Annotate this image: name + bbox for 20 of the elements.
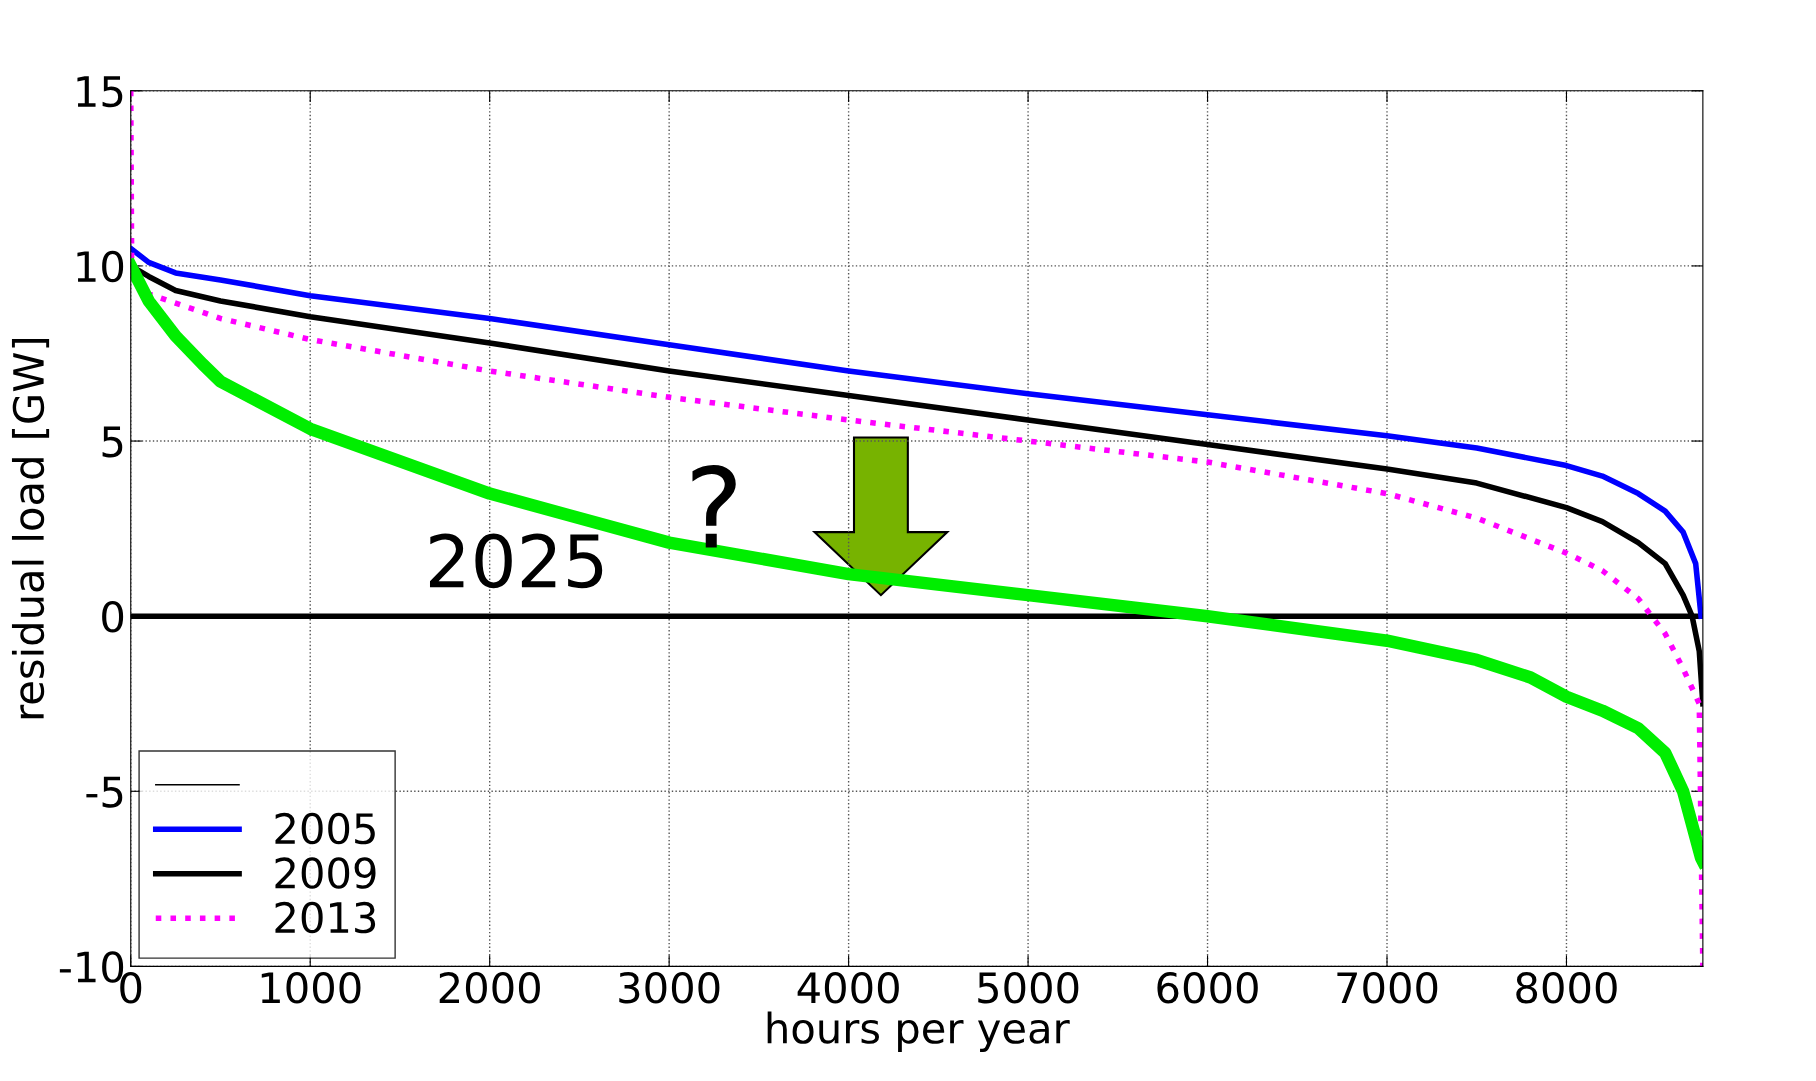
x-tick-label: 5000 [978, 972, 1079, 1004]
y-axis-title: residual load [GW] [11, 338, 50, 719]
annotation: 2025 [429, 533, 603, 589]
annotation: ? [692, 465, 736, 548]
y-tick-label: 15 [77, 76, 123, 108]
x-axis-title: hours per year [767, 1011, 1070, 1052]
x-tick-label: 4000 [797, 972, 899, 1004]
x-tick-label: 8000 [1516, 972, 1617, 1004]
y-tick-label: 5 [102, 426, 123, 458]
y-tick-label: 0 [102, 601, 124, 633]
x-tick-label: 6000 [1157, 972, 1258, 1004]
x-tick-label: 7000 [1337, 972, 1438, 1004]
legend-label: 2009 [275, 857, 376, 889]
legend-label: 2005 [275, 812, 375, 845]
x-tick-label: 2000 [439, 972, 540, 1004]
y-tick-label: 10 [77, 250, 124, 283]
x-tick-label: 3000 [619, 972, 720, 1004]
legend-label: 2013 [275, 901, 376, 934]
x-tick-label: 1000 [261, 972, 361, 1004]
y-tick-label: -5 [86, 776, 123, 808]
